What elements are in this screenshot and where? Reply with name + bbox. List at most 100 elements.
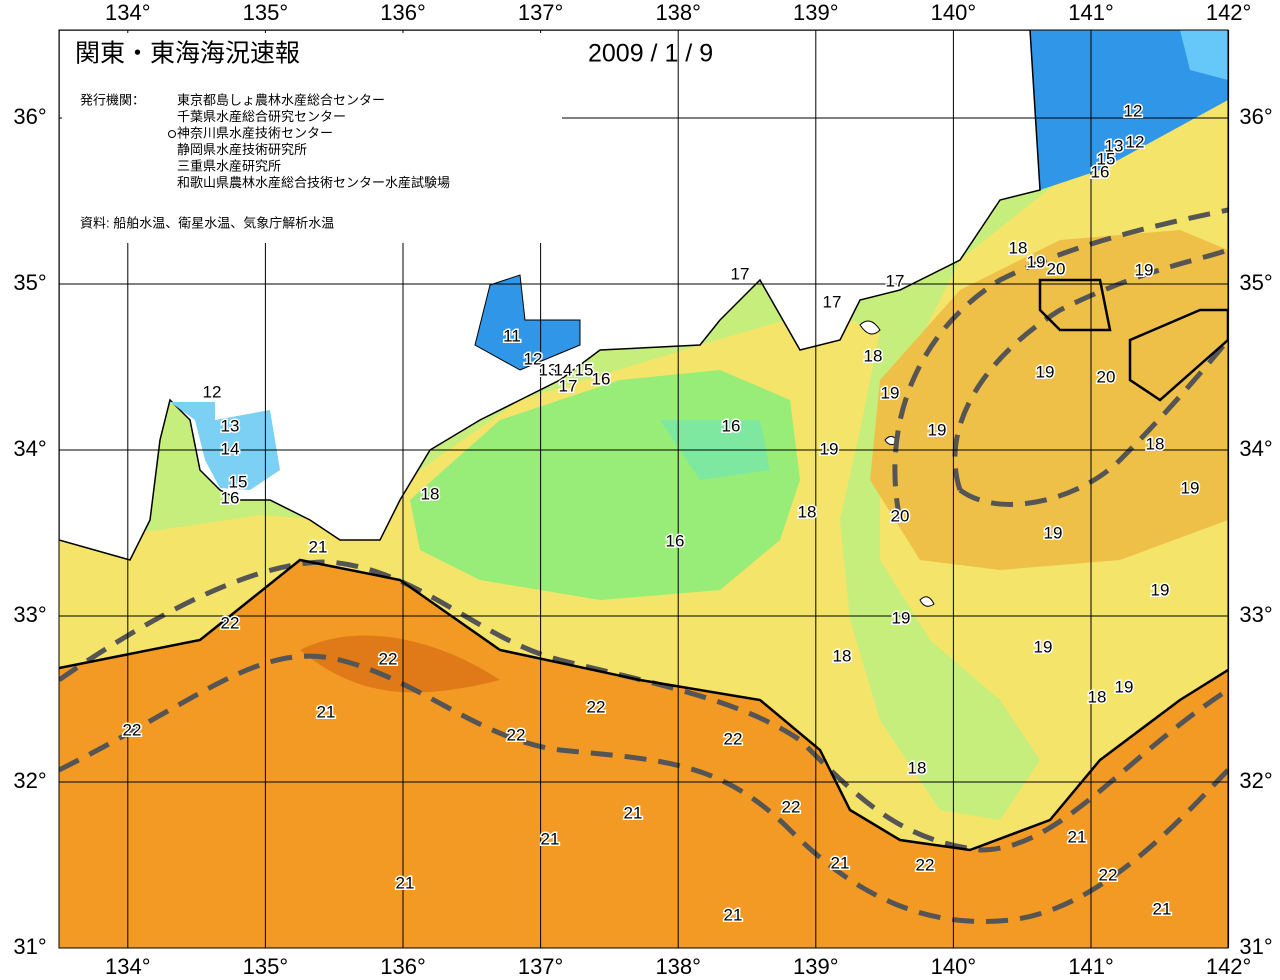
contour-label: 19	[1115, 677, 1134, 696]
map-area	[59, 30, 1228, 948]
contour-label: 18	[798, 502, 817, 521]
lon-tick-label: 141°	[1068, 954, 1114, 979]
contour-label: 15	[1097, 149, 1116, 168]
lon-tick-label: 136°	[380, 0, 426, 25]
source: 資料: 船舶水温、衛星水温、気象庁解析水温	[80, 215, 334, 230]
contour-label: 15	[575, 360, 594, 379]
map-frame	[58, 29, 1229, 949]
lon-tick-label: 142°	[1206, 954, 1252, 979]
contour-label: 21	[724, 905, 743, 924]
contour-label: 18	[1146, 434, 1165, 453]
contour-label: 18	[1009, 238, 1028, 257]
contour-label: 17	[731, 264, 750, 283]
kuroshio-axis	[892, 207, 1228, 521]
lat-tick-label: 34°	[13, 436, 46, 461]
contour-label: 21	[317, 702, 336, 721]
lat-tick-label: 33°	[1239, 602, 1272, 627]
lat-tick-label: 31°	[13, 934, 46, 959]
contour-label: 19	[1027, 252, 1046, 271]
contour-label: 22	[587, 697, 606, 716]
lon-tick-label: 138°	[655, 0, 701, 25]
lon-tick-label: 134°	[105, 0, 151, 25]
warm-core	[300, 635, 500, 693]
issuer: 静岡県水産技術研究所	[177, 142, 307, 157]
kuroshio-axis	[59, 653, 1228, 925]
contour-label: 17	[559, 376, 578, 395]
contour-label: 18	[833, 646, 852, 665]
contour-label: 13	[1105, 136, 1124, 155]
contour-label: 19	[1181, 478, 1200, 497]
lon-tick-label: 141°	[1068, 0, 1114, 25]
contour-label: 12	[524, 349, 543, 368]
issuer: 神奈川県水産技術センター	[177, 125, 333, 140]
lon-tick-label: 138°	[655, 954, 701, 979]
cold-water	[1030, 30, 1228, 190]
contour-label: 16	[722, 416, 741, 435]
contour-label: 16	[666, 531, 685, 550]
contour-label: 18	[864, 346, 883, 365]
contour-label: 21	[309, 537, 328, 556]
kuroshio-axis	[59, 559, 1228, 853]
contour-label: 21	[1068, 827, 1087, 846]
lon-tick-label: 140°	[931, 954, 977, 979]
contour-label: 22	[916, 855, 935, 874]
lat-tick-label: 32°	[1239, 768, 1272, 793]
date: 2009 / 1 / 9	[588, 40, 713, 68]
issuer-label: 発行機関：	[80, 92, 145, 107]
lat-tick-label: 33°	[13, 602, 46, 627]
cold-water	[1180, 30, 1228, 80]
contour-label: 19	[1034, 637, 1053, 656]
contour-label: 19	[928, 420, 947, 439]
warm-eddy	[952, 247, 1228, 507]
contour-label: 17	[886, 271, 905, 290]
contour-label: 21	[1153, 899, 1172, 918]
contour-label: 12	[1124, 101, 1143, 120]
lat-tick-label: 36°	[1239, 104, 1272, 129]
lon-tick-label: 136°	[380, 954, 426, 979]
contour-label: 18	[908, 758, 927, 777]
contour-label: 14	[554, 360, 573, 379]
issuer: 和歌山県農林水産総合技術センター水産試験場	[177, 175, 450, 190]
contour-20	[1038, 278, 1228, 402]
lon-tick-label: 139°	[793, 954, 839, 979]
contour-label: 21	[831, 853, 850, 872]
lon-tick-label: 139°	[793, 0, 839, 25]
contour-label: 12	[203, 382, 222, 401]
contour-label: 19	[1036, 362, 1055, 381]
contour-label: 22	[221, 613, 240, 632]
ise-bay	[474, 274, 581, 371]
contour-label: 16	[221, 488, 240, 507]
issuer: 三重県水産研究所	[177, 158, 281, 173]
contour-label: 19	[892, 608, 911, 627]
lon-tick-label: 142°	[1206, 0, 1252, 25]
contour-label: 17	[823, 292, 842, 311]
contour-label: 13	[221, 416, 240, 435]
lon-tick-label: 134°	[105, 954, 151, 979]
ticks: 134° 134° 135° 135° 136° 136° 137° 137° 138° 138°…	[13, 0, 1272, 979]
contour-label: 21	[541, 829, 560, 848]
contour-21	[59, 558, 1228, 852]
contour-label: 19	[820, 439, 839, 458]
contour-label: 22	[782, 797, 801, 816]
issuer: 千葉県水産総合研究センター	[177, 109, 346, 124]
lat-tick-label: 32°	[13, 768, 46, 793]
contour-label: 20	[1047, 259, 1066, 278]
contour-label: 22	[379, 649, 398, 668]
issuers: 東京都島しょ農林水産総合センター千葉県水産総合研究センター神奈川県水産技術センタ…	[177, 92, 450, 190]
lon-tick-label: 135°	[243, 0, 289, 25]
marker	[168, 130, 176, 138]
contour-label: 22	[507, 725, 526, 744]
lon-tick-label: 135°	[243, 954, 289, 979]
contour-label: 22	[724, 729, 743, 748]
contour-label: 16	[592, 369, 611, 388]
contour-label: 19	[881, 383, 900, 402]
contour-label: 19	[1151, 580, 1170, 599]
contour-label: 14	[221, 439, 240, 458]
contour-label: 13	[539, 360, 558, 379]
contour-label: 21	[624, 803, 643, 822]
contour-label: 20	[891, 506, 910, 525]
contour-label: 22	[1099, 865, 1118, 884]
